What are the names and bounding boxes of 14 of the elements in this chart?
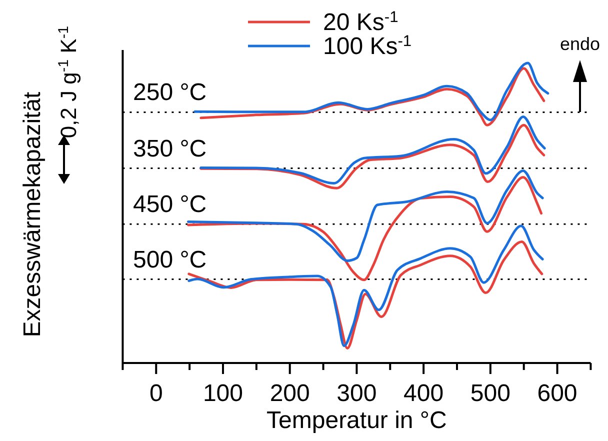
text: endo: [560, 34, 600, 54]
x-tick-label: 100: [202, 380, 244, 407]
x-tick-label: 300: [336, 380, 377, 407]
x-tick-label: 200: [270, 380, 310, 407]
x-axis-title: Temperatur in °C: [266, 407, 447, 434]
x-tick-label: 600: [537, 380, 578, 407]
ref-line-label: 250 °C: [133, 79, 207, 106]
y-axis-title: Exzesswärmekapazität: [19, 91, 46, 338]
ref-line-label: 450 °C: [133, 191, 207, 218]
x-tick-label: 500: [470, 380, 510, 407]
x-tick-label: 400: [404, 380, 444, 407]
x-tick-label: 0: [149, 380, 163, 407]
ref-line-label: 350 °C: [133, 135, 207, 162]
ref-line-label: 500 °C: [133, 246, 207, 274]
